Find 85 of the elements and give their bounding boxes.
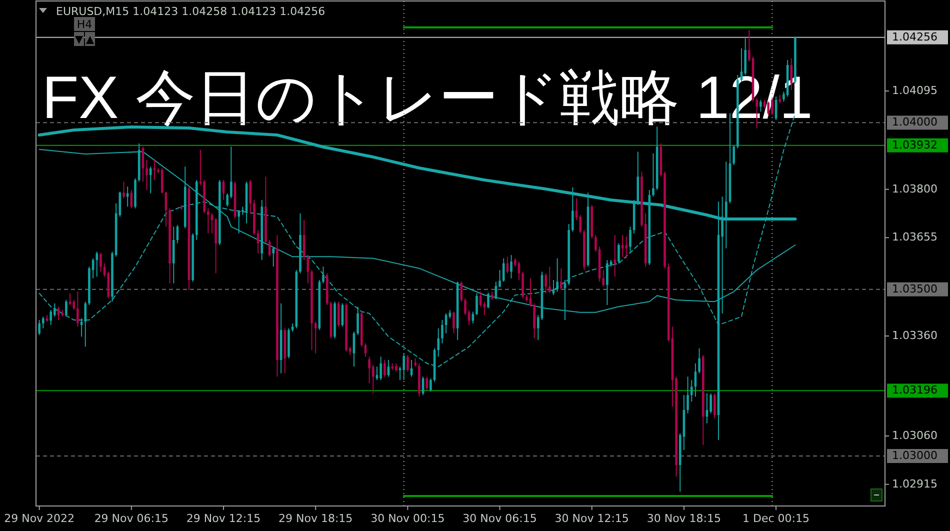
candlestick: [222, 180, 225, 200]
candlestick: [548, 266, 551, 294]
x-tick-label: 29 Nov 2022: [4, 512, 75, 525]
y-tick-label: 1.03655: [892, 230, 938, 244]
y-tick-label: 1.02915: [892, 477, 938, 490]
candlestick: [54, 302, 56, 318]
candlestick: [406, 354, 409, 372]
candlestick: [487, 292, 490, 309]
candlestick: [402, 352, 405, 380]
candlestick: [460, 281, 463, 302]
x-tick-label: 30 Nov 12:15: [554, 512, 629, 525]
candlestick: [160, 168, 164, 194]
ref-line-label: 1.03196: [892, 384, 938, 397]
candlestick: [652, 152, 654, 198]
candlestick: [207, 208, 210, 234]
candlestick: [426, 376, 428, 390]
candlestick: [510, 254, 512, 279]
candlestick: [579, 214, 582, 234]
candlestick: [710, 392, 712, 414]
candlestick: [614, 234, 616, 278]
candlestick: [430, 378, 432, 392]
candlestick: [50, 310, 52, 326]
candlestick: [618, 242, 620, 264]
x-tick-label: 29 Nov 18:15: [278, 512, 353, 525]
candlestick: [452, 311, 455, 334]
candlestick: [376, 366, 378, 380]
ref-line-label: 1.03500: [892, 282, 938, 296]
candlestick: [214, 218, 217, 274]
candlestick: [621, 234, 624, 258]
candlestick: [732, 144, 735, 166]
candlestick: [38, 320, 40, 336]
candlestick: [437, 328, 440, 358]
candlestick: [602, 270, 605, 288]
candlestick: [96, 251, 98, 278]
candlestick: [560, 268, 562, 290]
x-tick-label: 30 Nov 18:15: [646, 512, 722, 525]
x-tick-label: 29 Nov 06:15: [94, 512, 168, 525]
x-tick-label: 1 Dec 00:15: [742, 512, 810, 525]
candlestick: [238, 210, 240, 234]
candlestick: [76, 291, 79, 328]
candlestick: [606, 260, 608, 306]
y-tick-label: 1.04095: [892, 84, 938, 98]
ref-line-label: 1.03000: [892, 449, 938, 462]
candlestick: [249, 180, 252, 214]
candlestick: [356, 306, 359, 336]
candlestick: [625, 236, 628, 259]
x-tick-label: 30 Nov 00:15: [370, 512, 445, 525]
candlestick: [337, 301, 340, 328]
candlestick: [713, 392, 716, 419]
candlestick: [690, 380, 693, 402]
y-tick-label: 1.03800: [892, 182, 938, 196]
candlestick: [629, 226, 632, 252]
candlestick: [522, 271, 524, 299]
candlestick: [483, 301, 486, 316]
candlestick: [556, 258, 558, 292]
y-tick-label: 1.03060: [892, 429, 938, 442]
candlestick: [68, 292, 72, 306]
candlestick: [72, 300, 76, 310]
candlestick: [380, 356, 382, 380]
candlestick: [80, 318, 83, 338]
annotation: EURUSD,M15 1.04123 1.04258 1.04123 1.04256: [56, 5, 326, 18]
candlestick: [502, 258, 505, 282]
candlestick: [544, 272, 547, 294]
candlestick: [42, 316, 44, 329]
x-tick-label: 30 Nov 06:15: [462, 512, 537, 525]
candlestick: [84, 301, 87, 348]
candlestick: [65, 300, 68, 318]
annotation: H4: [76, 18, 92, 31]
candlestick: [122, 181, 125, 199]
ref-line-label: 1.04000: [892, 116, 938, 129]
candlestick: [172, 226, 175, 284]
candlestick: [533, 302, 536, 339]
candlestick: [100, 252, 102, 272]
candlestick: [686, 376, 689, 414]
candlestick: [272, 246, 275, 268]
candlestick: [146, 160, 148, 190]
candlestick: [384, 360, 386, 378]
candlestick: [322, 266, 324, 284]
candlestick: [441, 320, 444, 344]
ref-line-label: 1.03932: [892, 138, 938, 152]
x-tick-label: 29 Nov 12:15: [186, 512, 261, 525]
candlestick: [698, 348, 700, 374]
y-tick-label: 1.03360: [892, 329, 938, 342]
candlestick: [368, 356, 370, 384]
ref-line-label: 1.04256: [892, 30, 938, 44]
